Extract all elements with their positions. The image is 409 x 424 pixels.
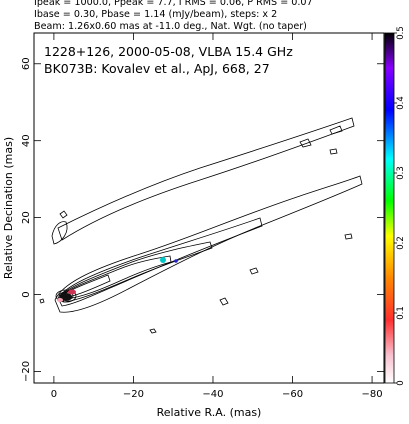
- header-line-2: Ibase = 0.30, Pbase = 1.14 (mJy/beam), s…: [34, 9, 278, 20]
- x-tick-label: 0: [51, 389, 57, 400]
- colorbar-tick-label: 0.5: [396, 26, 406, 40]
- y-tick-label: 0: [21, 291, 32, 297]
- x-tick-label: −20: [123, 389, 144, 400]
- y-tick-label: 60: [21, 57, 32, 70]
- colorbar: [384, 32, 395, 384]
- x-axis-label: Relative R.A. (mas): [157, 406, 262, 419]
- jet-core: [57, 257, 178, 302]
- y-tick-label: 40: [21, 134, 32, 147]
- header-line-3: Beam: 1.26x0.60 mas at -11.0 deg., Nat. …: [34, 21, 307, 32]
- annotation-reference: BK073B: Kovalev et al., ApJ, 668, 27: [44, 61, 270, 76]
- colorbar-ticks: 0 0.1 0.2 0.3 0.4 0.5: [394, 26, 406, 386]
- colorbar-tick-label: 0.1: [396, 306, 406, 320]
- y-axis-ticks: −20 0 20 40 60: [21, 57, 384, 382]
- x-axis-ticks: 0 −20 −40 −60 −80: [51, 33, 383, 400]
- colorbar-tick-label: 0: [396, 380, 406, 385]
- annotation-source: 1228+126, 2000-05-08, VLBA 15.4 GHz: [44, 44, 293, 59]
- x-tick-label: −40: [202, 389, 223, 400]
- header-line-1: Ipeak = 1000.0, Ppeak = 7.7, I RMS = 0.0…: [34, 0, 313, 8]
- x-tick-label: −60: [282, 389, 303, 400]
- plot-frame: [33, 32, 385, 384]
- y-tick-label: 20: [21, 211, 32, 224]
- colorbar-tick-label: 0.4: [396, 96, 406, 110]
- y-tick-label: −20: [21, 361, 32, 382]
- colorbar-tick-label: 0.2: [396, 236, 406, 250]
- x-tick-label: −80: [362, 389, 383, 400]
- colorbar-tick-label: 0.3: [396, 166, 406, 180]
- jet-contours: [39, 117, 363, 334]
- y-axis-label: Relative Decination (mas): [2, 137, 15, 279]
